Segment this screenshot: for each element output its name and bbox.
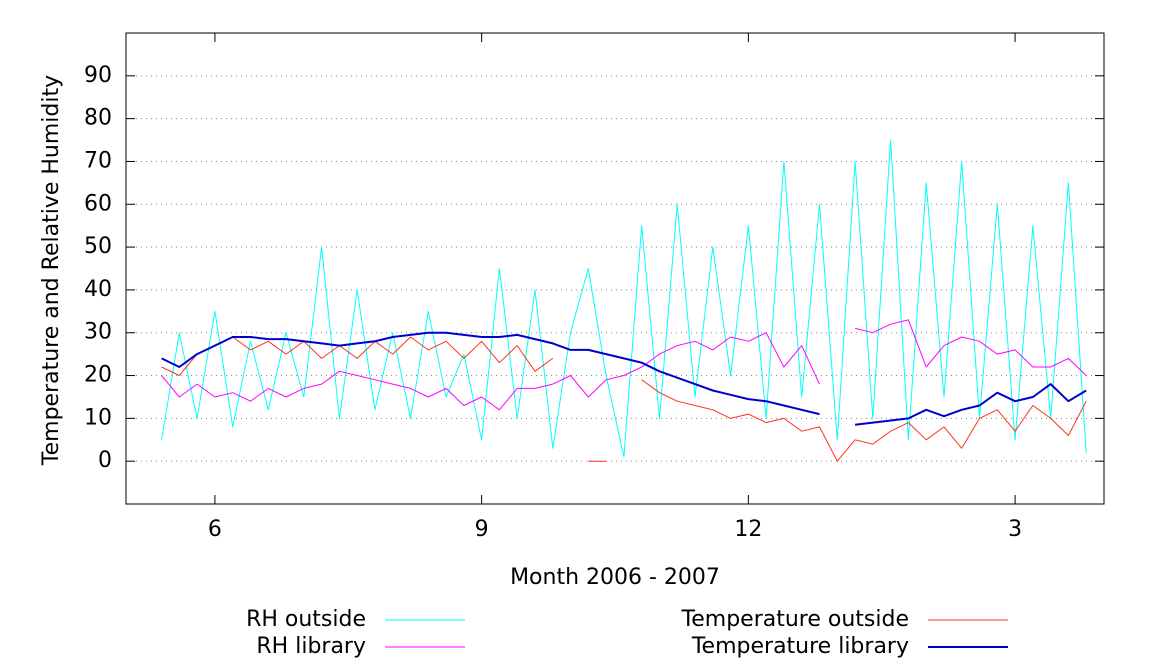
x-tick-label: 9 bbox=[475, 517, 489, 542]
legend-label: RH library bbox=[256, 634, 366, 659]
y-axis-label: Temperature and Relative Humidity bbox=[39, 75, 64, 466]
x-tick-label: 12 bbox=[734, 517, 762, 542]
series-line bbox=[161, 319, 1087, 411]
legend-label: Temperature library bbox=[691, 634, 909, 659]
series-line bbox=[161, 139, 1087, 458]
y-tick-label: 60 bbox=[84, 191, 112, 216]
series-line bbox=[161, 331, 1087, 426]
y-tick-label: 70 bbox=[84, 148, 112, 173]
y-tick-label: 0 bbox=[98, 448, 112, 473]
y-tick-label: 50 bbox=[84, 234, 112, 259]
plot-frame bbox=[125, 32, 1105, 505]
y-tick-label: 10 bbox=[84, 405, 112, 430]
legend-label: Temperature outside bbox=[681, 607, 909, 632]
x-tick-label: 3 bbox=[1008, 517, 1022, 542]
y-tick-label: 20 bbox=[84, 363, 112, 388]
y-tick-label: 90 bbox=[84, 63, 112, 88]
y-tick-label: 40 bbox=[84, 277, 112, 302]
legend-label: RH outside bbox=[246, 607, 366, 632]
y-tick-label: 80 bbox=[84, 106, 112, 131]
y-tick-label: 30 bbox=[84, 320, 112, 345]
x-axis-label: Month 2006 - 2007 bbox=[510, 565, 720, 590]
x-tick-label: 6 bbox=[208, 517, 222, 542]
